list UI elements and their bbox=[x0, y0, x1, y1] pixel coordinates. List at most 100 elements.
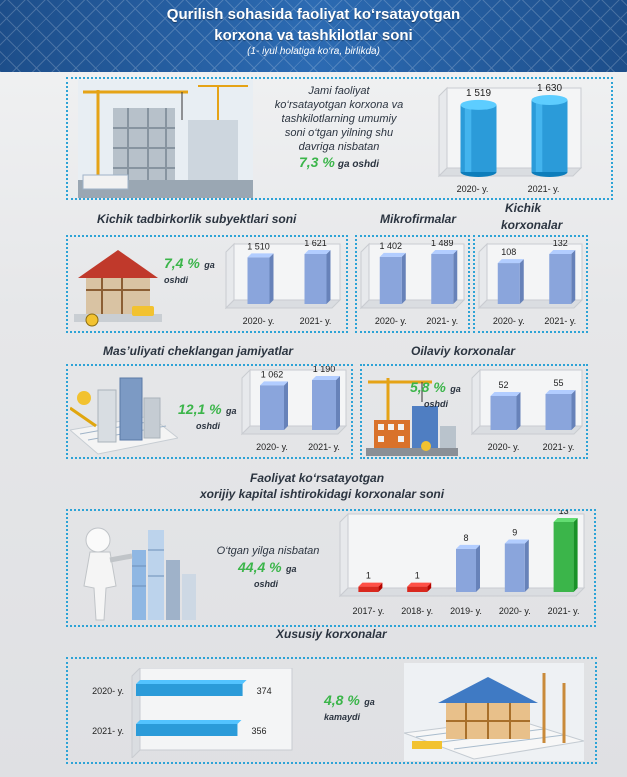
bar-side bbox=[516, 391, 521, 430]
mchj-stat: 12,1 % ga oshdi bbox=[178, 402, 242, 433]
bar-top bbox=[304, 250, 331, 254]
header-ornament bbox=[0, 0, 627, 72]
chart-side-wall bbox=[438, 86, 448, 178]
total-text-line: davriga nisbatan bbox=[298, 141, 380, 153]
x-tick-label: 2021- y. bbox=[548, 606, 580, 616]
chart-side-wall bbox=[225, 242, 235, 310]
oilaviy-suffix1: ga bbox=[450, 384, 461, 394]
bar-data-label: 1 062 bbox=[261, 369, 284, 379]
header-title-line1: Qurilish sohasida faoliyat ko‘rsatayotga… bbox=[166, 6, 461, 23]
foreign-pct: 44,4 % bbox=[238, 559, 282, 575]
small-biz-suffix2: oshdi bbox=[164, 275, 188, 285]
bar-side bbox=[476, 544, 480, 592]
private-stat: 4,8 % ga kamaydi bbox=[324, 693, 394, 724]
bar-data-label: 1 bbox=[415, 571, 420, 581]
bar-side bbox=[427, 582, 432, 592]
bar-top bbox=[407, 582, 432, 587]
kichik-chart: 108 2020- y. 132 2021- y. bbox=[477, 240, 584, 326]
bar bbox=[504, 543, 525, 592]
bar-side bbox=[269, 253, 274, 304]
bar-top bbox=[136, 680, 247, 684]
oilaviy-suffix2: oshdi bbox=[424, 399, 448, 409]
bar-top bbox=[531, 95, 568, 105]
mchj-box bbox=[66, 364, 353, 459]
bar bbox=[136, 724, 238, 736]
bar bbox=[304, 254, 327, 304]
bar-data-label: 8 bbox=[463, 533, 468, 543]
total-suffix: ga oshdi bbox=[337, 159, 379, 170]
x-tick-label: 2018- y. bbox=[401, 606, 433, 616]
micro-title: Mikrofirmalar bbox=[380, 212, 457, 226]
x-tick-label: 2020- y. bbox=[457, 184, 489, 194]
bar-side bbox=[571, 250, 576, 304]
bar-data-label: 1 402 bbox=[379, 241, 402, 251]
x-tick-label: 2020- y. bbox=[499, 606, 531, 616]
x-tick-label: 2021- y. bbox=[300, 316, 332, 326]
y-tick-label: 2020- y. bbox=[92, 686, 124, 696]
bar-data-label: 1 510 bbox=[247, 241, 270, 251]
chart-side-wall bbox=[478, 242, 488, 310]
bar-data-label: 374 bbox=[257, 686, 272, 696]
mchj-suffix1: ga bbox=[226, 406, 237, 416]
chart-side-wall bbox=[360, 242, 370, 310]
bar-data-label: 1 bbox=[366, 571, 371, 581]
private-suffix2: kamaydi bbox=[324, 712, 361, 722]
bar bbox=[431, 254, 454, 304]
blueprint-buildings-icon bbox=[70, 377, 178, 455]
bar-data-label: 108 bbox=[501, 247, 516, 257]
bar-data-label: 1 621 bbox=[304, 240, 327, 248]
bar-top bbox=[456, 544, 480, 549]
bar-data-label: 13 bbox=[559, 510, 569, 516]
oilaviy-stat: 5,8 % ga oshdi bbox=[410, 380, 474, 411]
bar-highlight bbox=[464, 104, 472, 172]
foreign-title: Faoliyat ko‘rsatayotgan xorijiy kapital … bbox=[200, 470, 444, 502]
mchj-chart: 1 062 2020- y. 1 190 2021- y. bbox=[240, 366, 348, 452]
kichik-title: Kichik korxonalar bbox=[501, 200, 562, 234]
bar-top bbox=[136, 720, 242, 724]
x-tick-label: 2020- y. bbox=[375, 316, 407, 326]
total-text-line: ko‘rsatayotgan korxona va bbox=[274, 99, 404, 111]
x-tick-label: 2021- y. bbox=[308, 442, 340, 452]
bar-top bbox=[549, 250, 576, 254]
total-chart: 1 519 2020- y. 1 630 2021- y. bbox=[437, 84, 583, 194]
bar bbox=[379, 256, 402, 304]
bar-side bbox=[519, 259, 524, 304]
oilaviy-title: Oilaviy korxonalar bbox=[411, 344, 516, 358]
mchj-pct: 12,1 % bbox=[178, 401, 222, 417]
bar-highlight bbox=[535, 100, 543, 172]
x-tick-label: 2021- y. bbox=[544, 316, 576, 326]
bar-side bbox=[336, 376, 340, 430]
x-tick-label: 2020- y. bbox=[493, 316, 525, 326]
foreign-stat: 44,4 % ga oshdi bbox=[238, 560, 308, 591]
bar bbox=[312, 380, 336, 430]
small-biz-pct: 7,4 % bbox=[164, 255, 200, 271]
private-chart: 374 2020- y. 356 2021- y. bbox=[92, 668, 293, 758]
bar-top bbox=[504, 539, 529, 544]
private-pct: 4,8 % bbox=[324, 692, 360, 708]
bar bbox=[260, 385, 284, 430]
house-frame-icon bbox=[74, 250, 162, 327]
bar bbox=[456, 548, 476, 592]
foreign-title-line2: xorijiy kapital ishtirokidagi korxonalar… bbox=[200, 487, 445, 501]
bar-data-label: 1 519 bbox=[466, 88, 491, 99]
bar-data-label: 1 489 bbox=[431, 240, 454, 248]
micro-chart: 1 402 2020- y. 1 489 2021- y. bbox=[359, 240, 466, 326]
bar bbox=[497, 263, 520, 304]
x-tick-label: 2020- y. bbox=[243, 316, 275, 326]
foreign-suffix2: oshdi bbox=[254, 579, 278, 589]
oilaviy-chart: 52 2020- y. 55 2021- y. bbox=[470, 368, 584, 452]
chart-side-wall bbox=[339, 512, 349, 598]
bar-data-label: 9 bbox=[512, 528, 517, 538]
small-biz-box bbox=[66, 235, 348, 333]
bar bbox=[490, 395, 517, 430]
kichik-title-line2: korxonalar bbox=[501, 218, 563, 232]
header-banner: Qurilish sohasida faoliyat ko‘rsatayotga… bbox=[0, 0, 627, 72]
foreign-box bbox=[66, 509, 596, 627]
header-title-line2: korxona va tashkilotlar soni bbox=[214, 27, 413, 44]
house-under-construction-icon bbox=[404, 663, 584, 761]
x-tick-label: 2021- y. bbox=[426, 316, 458, 326]
private-title: Xususiy korxonalar bbox=[276, 627, 387, 641]
bar-top bbox=[553, 518, 578, 522]
foreign-note: O‘tgan yilga nisbatan bbox=[208, 544, 328, 558]
